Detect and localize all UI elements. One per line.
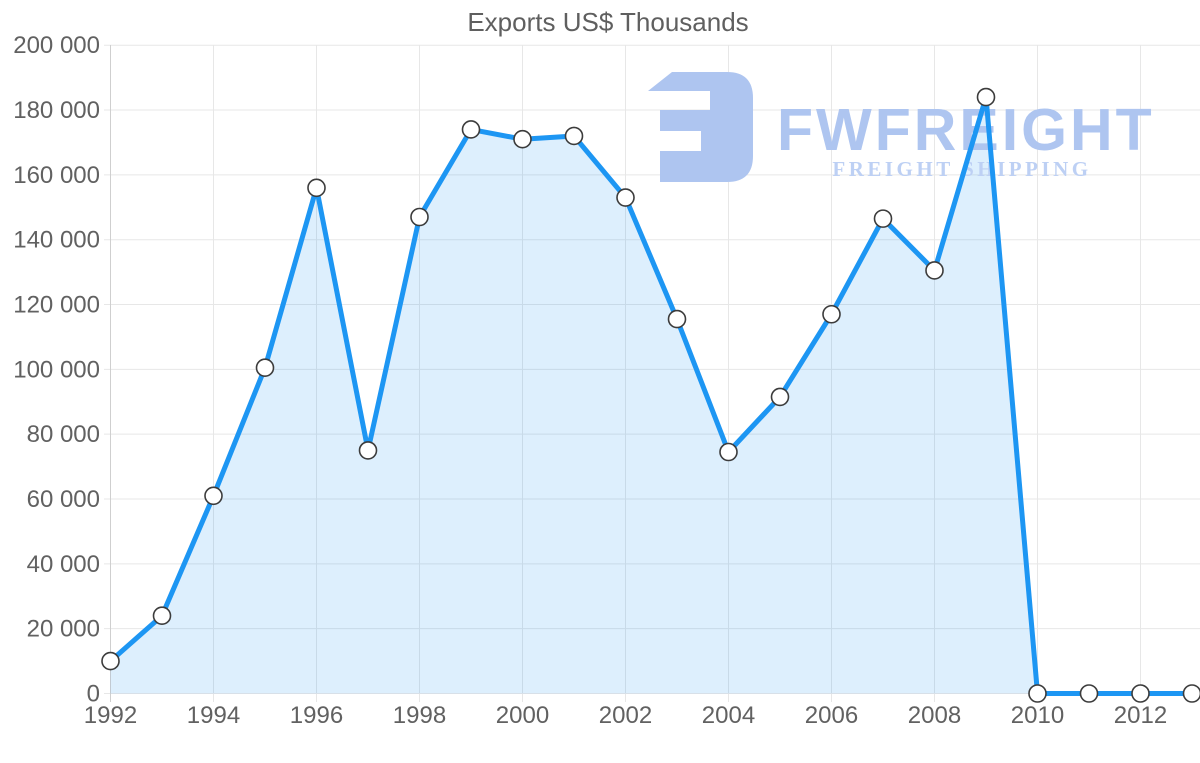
watermark: FWFREIGHT FREIGHT SHIPPING	[648, 72, 1155, 182]
data-point-1999[interactable]	[461, 120, 481, 139]
data-point-1993[interactable]	[152, 606, 172, 626]
x-tick-label: 1994	[187, 702, 240, 729]
data-point-1992[interactable]	[101, 651, 120, 671]
data-point-1994[interactable]	[204, 486, 223, 506]
data-point-2006[interactable]	[822, 304, 841, 324]
y-tick-label: 100 000	[13, 356, 100, 383]
x-tick-label: 2006	[805, 702, 858, 729]
data-point-2007[interactable]	[873, 209, 893, 228]
y-tick-label: 40 000	[27, 551, 100, 578]
data-point-2005[interactable]	[770, 387, 790, 407]
data-point-2002[interactable]	[616, 188, 635, 207]
data-point-1995[interactable]	[255, 358, 275, 378]
chart-title: Exports US$ Thousands	[467, 7, 748, 37]
x-tick-label: 2002	[599, 702, 652, 729]
data-point-2009[interactable]	[976, 87, 996, 107]
data-point-2013[interactable]	[1182, 684, 1200, 703]
series-area-fill	[110, 97, 1192, 694]
data-point-2003[interactable]	[667, 309, 687, 329]
data-point-2004[interactable]	[719, 442, 738, 462]
fwfreight-logo-icon	[648, 72, 753, 182]
data-point-1998[interactable]	[410, 207, 429, 227]
y-tick-label: 20 000	[27, 616, 100, 643]
series-line	[108, 94, 1195, 696]
y-tick-label: 0	[87, 681, 100, 708]
data-point-2010[interactable]	[1028, 684, 1047, 703]
x-tick-label: 1992	[84, 702, 137, 729]
x-tick-label: 2010	[1011, 702, 1064, 729]
data-point-2000[interactable]	[513, 129, 532, 149]
data-point-1996[interactable]	[307, 178, 326, 198]
y-tick-label: 200 000	[13, 32, 100, 59]
x-tick-label: 2012	[1114, 702, 1167, 729]
y-tick-label: 60 000	[27, 486, 100, 513]
data-point-1997[interactable]	[358, 441, 378, 460]
y-tick-label: 120 000	[13, 292, 100, 319]
x-tick-label: 2000	[496, 702, 549, 729]
y-axis-labels: 0 20 000 40 000 60 000 80 000 100 000 120 000 1…	[13, 32, 100, 707]
x-tick-label: 1998	[393, 702, 446, 729]
data-point-2012[interactable]	[1131, 684, 1150, 703]
data-points	[101, 87, 1200, 703]
x-tick-label: 2004	[702, 702, 755, 729]
y-tick-label: 140 000	[13, 227, 100, 254]
horizontal-gridlines	[104, 44, 1200, 694]
x-tick-label: 1996	[290, 702, 343, 729]
y-tick-label: 80 000	[27, 421, 100, 448]
data-point-2008[interactable]	[925, 261, 944, 280]
y-tick-label: 180 000	[13, 97, 100, 124]
x-axis-labels: 1992 1994 1996 1998 2000 2002 2004 2006 2008 2010…	[84, 702, 1167, 729]
data-point-2011[interactable]	[1079, 684, 1099, 703]
watermark-brand: FWFREIGHT	[777, 97, 1155, 163]
data-point-2001[interactable]	[564, 126, 584, 146]
y-tick-label: 160 000	[13, 162, 100, 189]
x-tick-label: 2008	[908, 702, 961, 729]
